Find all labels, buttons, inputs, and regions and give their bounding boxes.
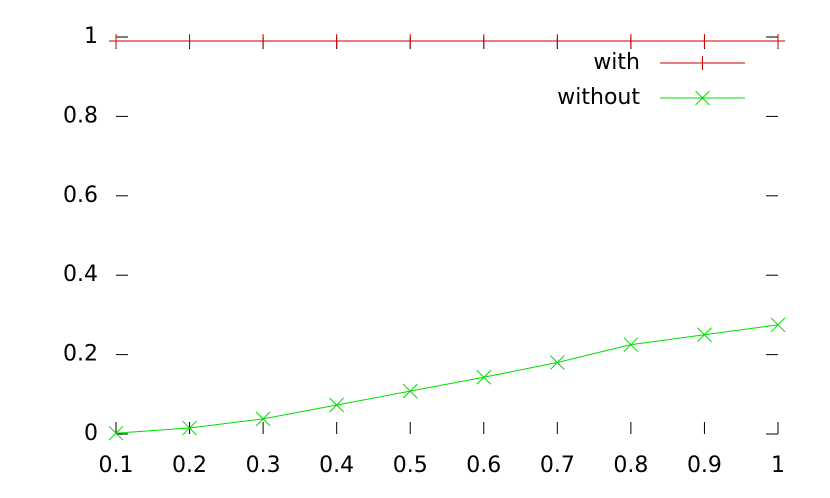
point — [771, 33, 785, 48]
point — [770, 317, 786, 333]
x-tick-label: 0.4 — [319, 453, 354, 478]
y-tick-label: 0.4 — [63, 262, 98, 287]
x-tick-label: 0.8 — [613, 453, 648, 478]
x-tick-label: 0.7 — [540, 453, 575, 478]
x-tick-label: 1 — [771, 453, 785, 478]
x-tick-label: 0.5 — [393, 453, 428, 478]
point — [697, 33, 712, 48]
point — [623, 337, 639, 353]
point — [329, 33, 344, 48]
legend-label: without — [557, 85, 640, 110]
x-tick-label: 0.2 — [172, 453, 207, 478]
x-tick-label: 0.3 — [246, 453, 281, 478]
point — [256, 33, 271, 48]
point — [255, 411, 271, 427]
point — [182, 33, 197, 48]
point — [623, 33, 638, 48]
series-line — [115, 324, 779, 434]
point — [549, 355, 565, 370]
y-tick-label: 0.2 — [63, 342, 98, 367]
point — [697, 327, 712, 343]
point — [550, 33, 565, 48]
point — [182, 420, 197, 436]
y-tick-label: 0 — [84, 421, 98, 446]
x-tick-label: 0.1 — [99, 453, 134, 478]
point — [403, 33, 418, 48]
point — [108, 425, 124, 441]
point — [109, 33, 123, 48]
x-tick-label: 0.6 — [466, 453, 501, 478]
point — [402, 383, 418, 399]
point — [476, 369, 492, 385]
point — [476, 33, 491, 48]
y-tick-label: 0.8 — [63, 103, 98, 128]
legend-marker — [695, 56, 710, 70]
y-tick-label: 0.6 — [63, 183, 98, 208]
point — [329, 397, 345, 413]
legend-marker — [695, 90, 710, 106]
y-tick-label: 1 — [84, 24, 98, 49]
legend-label: with — [593, 50, 640, 75]
x-tick-label: 0.9 — [687, 453, 722, 478]
